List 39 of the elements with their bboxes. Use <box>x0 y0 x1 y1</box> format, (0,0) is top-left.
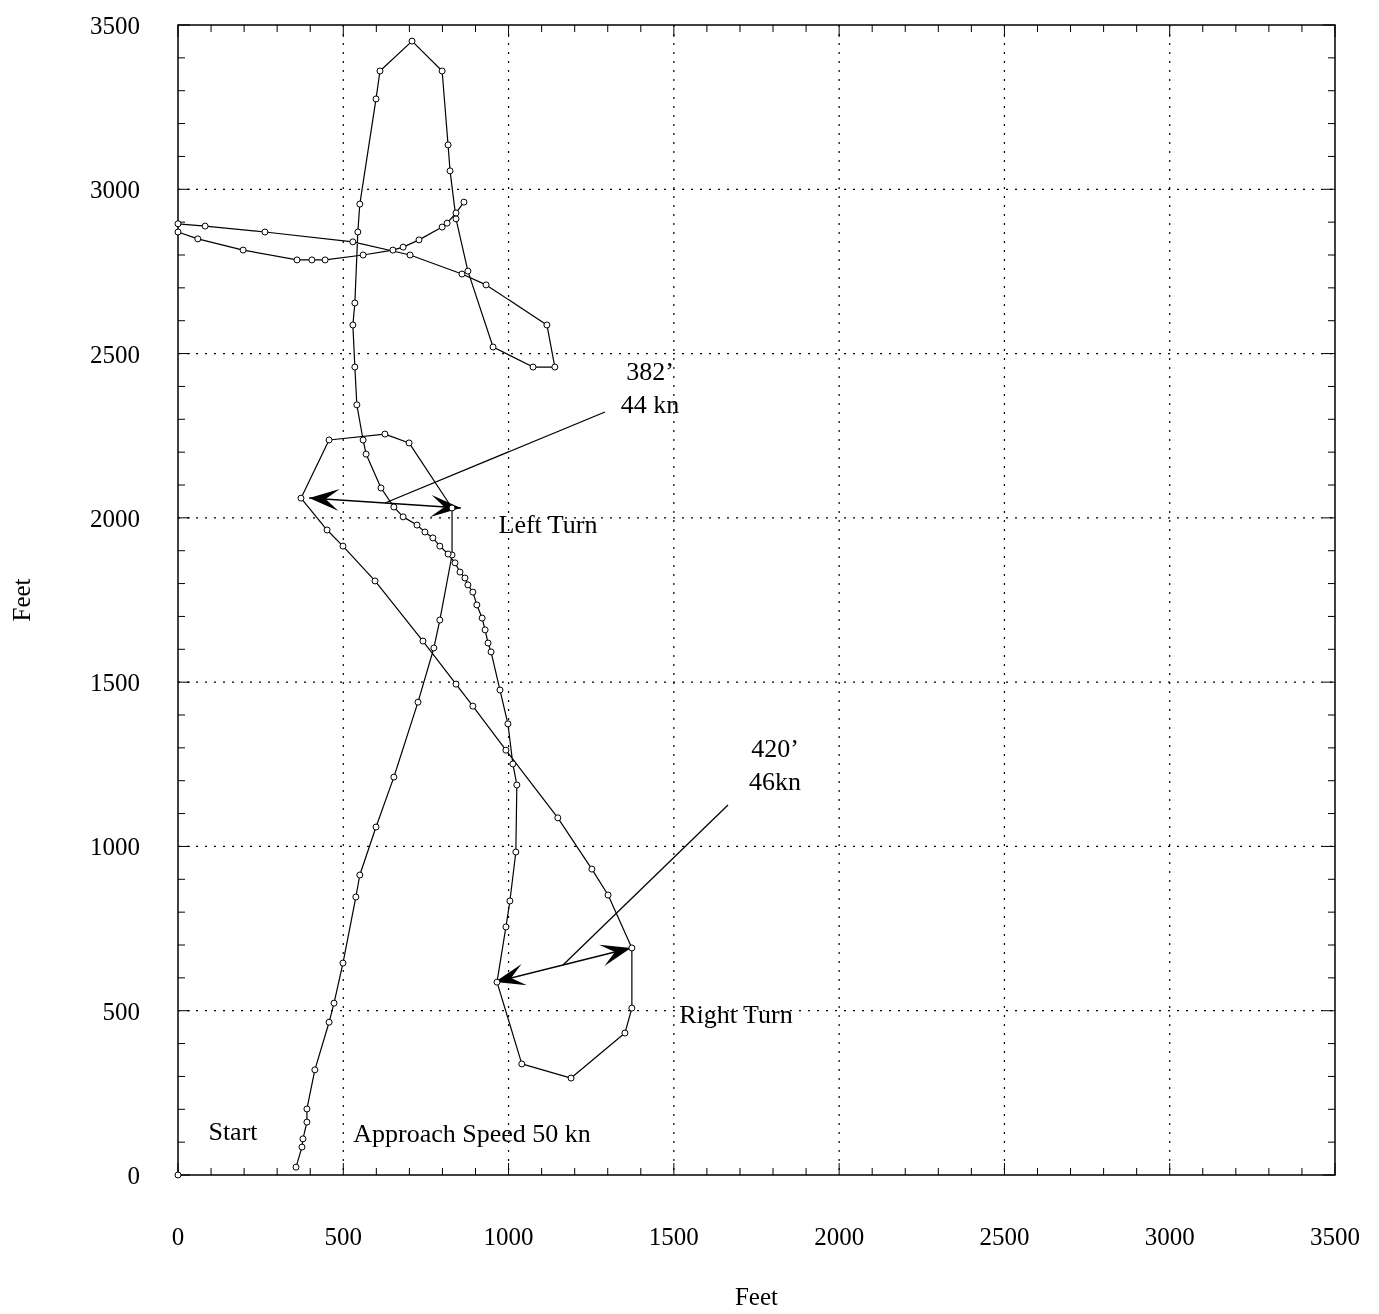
x-tick-label: 2500 <box>979 1223 1030 1250</box>
annotation: Left Turn <box>498 510 598 539</box>
point <box>460 198 468 206</box>
y-tick-label: 2000 <box>90 504 140 532</box>
x-tick-label: 0 <box>171 1223 185 1250</box>
x-tick-label: 2000 <box>814 1223 865 1250</box>
point <box>321 256 329 264</box>
point <box>443 219 451 227</box>
x-tick-label: 3000 <box>1144 1223 1195 1250</box>
point <box>389 246 397 254</box>
point <box>174 228 182 236</box>
point <box>308 256 316 264</box>
y-tick-label: 3500 <box>90 12 140 39</box>
x-tick-label: 500 <box>324 1223 363 1250</box>
point <box>359 251 367 259</box>
y-tick-label: 1000 <box>90 833 140 861</box>
point <box>174 1171 182 1179</box>
point <box>194 235 202 243</box>
y-tick-label: 2500 <box>90 340 140 368</box>
point <box>399 243 407 251</box>
point <box>438 223 446 231</box>
x-axis-title: Feet <box>734 1283 779 1310</box>
y-axis-title: Feet <box>8 578 35 622</box>
point <box>239 246 247 254</box>
annotation: Start <box>208 1117 259 1146</box>
annotation: 382’ 44 kn <box>620 357 680 419</box>
annotation: Right Turn <box>679 1000 793 1029</box>
annotation: Approach Speed 50 kn <box>353 1119 591 1148</box>
y-tick-label: 500 <box>102 997 140 1025</box>
point <box>293 256 301 264</box>
x-tick-label: 1000 <box>483 1223 534 1250</box>
annotation: 420’ 46kn <box>749 734 801 796</box>
y-tick-label: 3000 <box>90 176 140 204</box>
point <box>452 209 460 217</box>
y-tick-label: 1500 <box>90 669 140 697</box>
point <box>415 236 423 244</box>
y-tick-label: 0 <box>127 1162 140 1189</box>
x-tick-label: 1500 <box>648 1223 699 1250</box>
x-tick-label: 3500 <box>1310 1223 1360 1250</box>
